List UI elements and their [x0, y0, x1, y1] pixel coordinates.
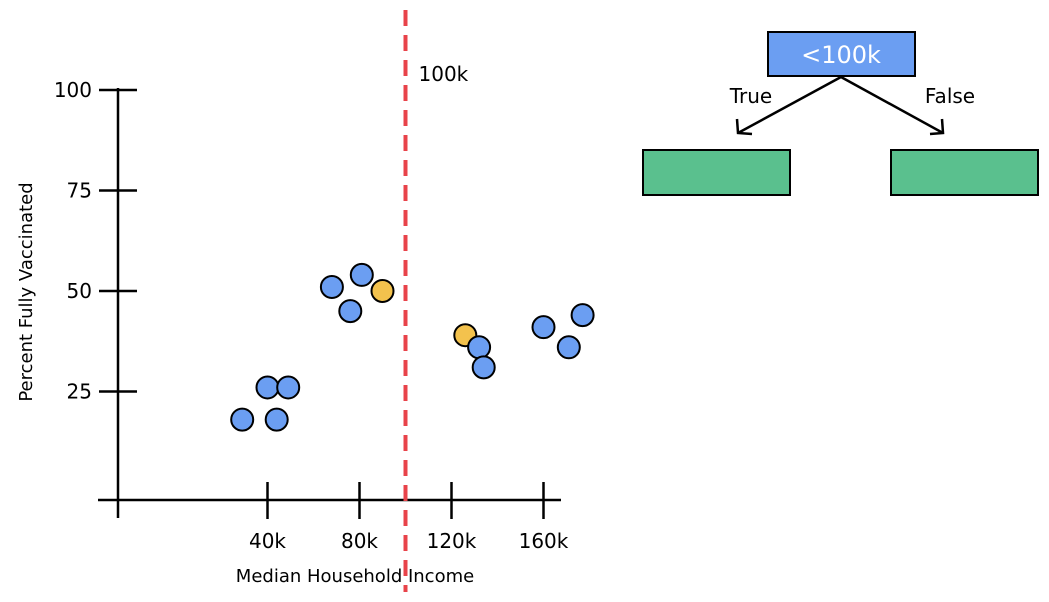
- x-tick-label-40k: 40k: [249, 529, 286, 553]
- false-branch-line: [840, 75, 944, 135]
- x-tick-label-120k: 120k: [427, 529, 477, 553]
- x-tick-label-80k: 80k: [341, 529, 378, 553]
- split-threshold-label: 100k: [419, 62, 469, 86]
- true-leaf-node: [642, 149, 791, 196]
- data-point-3: [264, 407, 289, 432]
- data-point-2: [255, 375, 280, 400]
- data-point-14: [570, 303, 595, 328]
- data-point-6: [338, 299, 363, 324]
- root-node: [767, 31, 916, 77]
- scatter-plot: 25 50 75 100 40k 80k 120k 160k Median Househol…: [16, 10, 595, 592]
- y-axis-title: Percent Fully Vaccinated: [16, 182, 37, 401]
- data-point-12: [531, 315, 556, 340]
- x-tick-label-160k: 160k: [519, 529, 569, 553]
- false-branch-arrowhead: [929, 118, 945, 136]
- true-branch-line: [737, 75, 842, 135]
- true-branch-label: True: [729, 84, 772, 108]
- data-point-10: [467, 335, 492, 360]
- data-point-7: [349, 262, 374, 287]
- data-point-4: [276, 375, 301, 400]
- decision-tree: <100k True False: [642, 31, 1039, 196]
- y-tick-label-75: 75: [67, 178, 92, 202]
- false-branch-label: False: [925, 84, 975, 108]
- data-point-5: [319, 274, 344, 299]
- x-axis-title: Median Household Income: [236, 566, 474, 587]
- y-tick-label-50: 50: [67, 279, 92, 303]
- root-node-label: <100k: [801, 41, 881, 69]
- x-ticks: 40k 80k 120k 160k: [249, 482, 569, 553]
- data-point-11: [471, 355, 496, 380]
- y-tick-label-100: 100: [54, 78, 92, 102]
- data-point-13: [556, 335, 581, 360]
- data-point-8: [370, 278, 395, 303]
- y-tick-label-25: 25: [67, 379, 92, 403]
- false-leaf-node: [890, 149, 1039, 196]
- data-point-1: [230, 407, 255, 432]
- y-ticks: 25 50 75 100: [54, 78, 137, 403]
- data-points: [230, 262, 595, 432]
- true-branch-arrowhead: [735, 118, 753, 136]
